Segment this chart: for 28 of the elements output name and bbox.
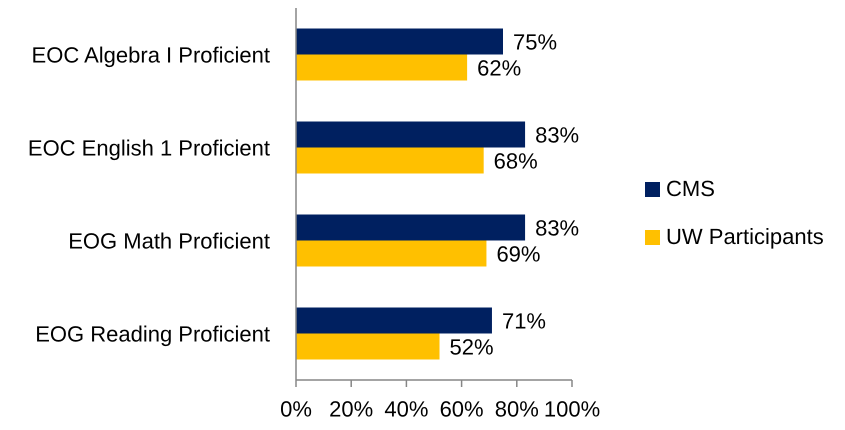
y-tick-label: EOG Reading Proficient bbox=[35, 321, 270, 346]
bar bbox=[296, 214, 526, 240]
x-tick-label: 60% bbox=[440, 396, 484, 422]
legend-label: CMS bbox=[666, 176, 715, 202]
data-label: 83% bbox=[535, 215, 580, 240]
x-tick-label: 0% bbox=[280, 396, 312, 422]
x-tick-label: 20% bbox=[329, 396, 374, 422]
data-label: 83% bbox=[535, 122, 580, 148]
bar bbox=[296, 28, 503, 54]
data-label: 69% bbox=[496, 241, 540, 266]
data-label: 62% bbox=[477, 55, 522, 80]
y-tick-label: EOC Algebra I Proficient bbox=[32, 42, 270, 68]
x-tick-label: 100% bbox=[544, 396, 600, 422]
legend-label: UW Participants bbox=[666, 224, 824, 250]
x-tick-label: 40% bbox=[384, 396, 428, 422]
data-label: 71% bbox=[502, 308, 546, 334]
data-label: 68% bbox=[494, 148, 538, 174]
x-tick-label: 80% bbox=[494, 396, 539, 422]
data-label: 52% bbox=[450, 334, 494, 360]
bar bbox=[296, 121, 526, 148]
bar bbox=[296, 147, 484, 174]
bar bbox=[296, 240, 486, 266]
bar bbox=[296, 54, 468, 80]
y-tick-label: EOG Math Proficient bbox=[68, 228, 270, 254]
bar bbox=[296, 333, 440, 360]
y-tick-label: EOC English 1 Proficient bbox=[28, 135, 270, 160]
bar bbox=[296, 307, 492, 334]
data-label: 75% bbox=[513, 29, 558, 54]
